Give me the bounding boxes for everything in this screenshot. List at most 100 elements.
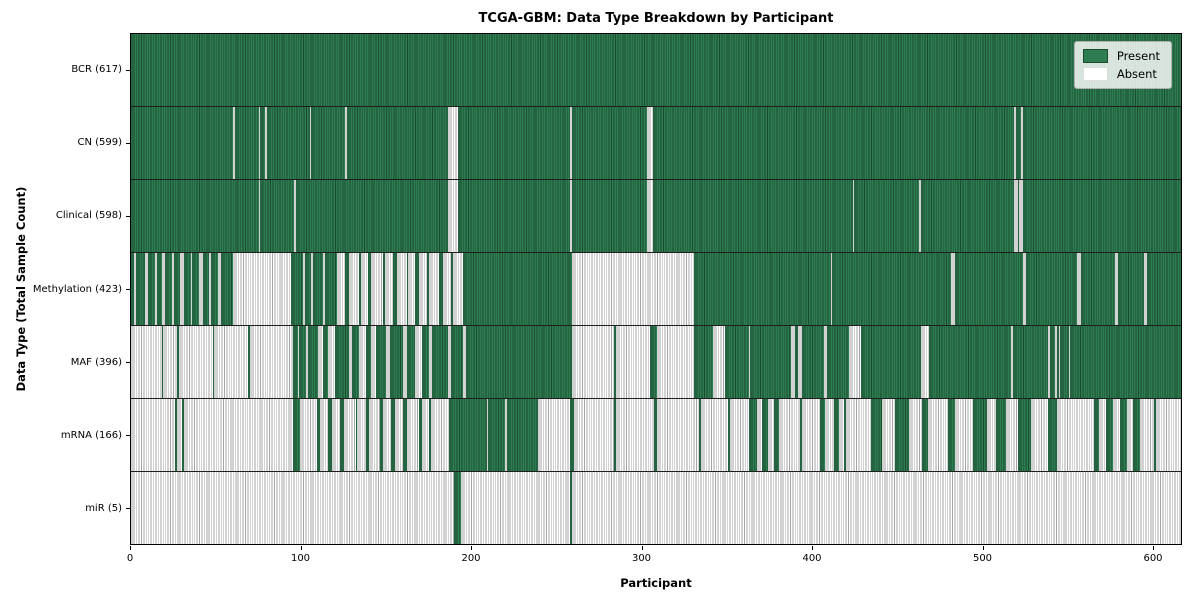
run-present	[1133, 399, 1141, 471]
run-absent	[701, 399, 729, 471]
run-absent	[299, 399, 317, 471]
run-present	[359, 253, 361, 325]
chart-title: TCGA-GBM: Data Type Breakdown by Partici…	[478, 11, 834, 26]
run-absent	[767, 399, 775, 471]
run-absent	[357, 399, 366, 471]
run-absent	[447, 326, 451, 398]
run-absent	[849, 326, 862, 398]
x-tick-label: 100	[290, 553, 311, 564]
run-present	[462, 253, 572, 325]
x-tick-label: 300	[631, 553, 652, 564]
run-present	[1022, 180, 1181, 252]
run-present	[488, 399, 506, 471]
run-absent	[233, 107, 235, 179]
legend-swatch-absent-icon	[1082, 67, 1108, 81]
run-present	[1056, 326, 1059, 398]
run-present	[335, 326, 349, 398]
run-present	[728, 399, 731, 471]
run-absent	[881, 399, 896, 471]
run-present	[136, 253, 145, 325]
run-absent	[428, 326, 433, 398]
run-present	[367, 253, 372, 325]
run-present	[406, 326, 416, 398]
run-absent	[294, 180, 297, 252]
heatmap-rows	[131, 34, 1182, 544]
run-present	[571, 107, 647, 179]
run-absent	[214, 326, 249, 398]
run-absent	[1005, 399, 1018, 471]
run-absent	[571, 253, 695, 325]
run-absent	[646, 107, 654, 179]
legend-label-present: Present	[1116, 49, 1160, 63]
run-absent	[331, 399, 341, 471]
run-absent	[1140, 399, 1154, 471]
run-present	[131, 34, 1181, 106]
run-present	[1015, 107, 1022, 179]
run-present	[653, 180, 853, 252]
run-absent	[359, 326, 366, 398]
run-absent	[713, 326, 725, 398]
run-absent	[131, 326, 162, 398]
run-absent	[415, 326, 423, 398]
run-present	[211, 253, 218, 325]
run-absent	[537, 399, 571, 471]
run-absent	[386, 326, 390, 398]
run-absent	[134, 253, 137, 325]
run-absent	[306, 326, 308, 398]
run-absent	[161, 253, 166, 325]
run-absent	[309, 107, 312, 179]
run-present	[427, 253, 429, 325]
run-present	[653, 399, 657, 471]
run-present	[311, 107, 346, 179]
run-present	[1022, 107, 1182, 179]
run-present	[1080, 253, 1115, 325]
run-present	[451, 253, 453, 325]
run-present	[260, 107, 266, 179]
run-absent	[1048, 326, 1051, 398]
run-absent	[1143, 253, 1148, 325]
run-absent	[1056, 399, 1095, 471]
run-present	[861, 326, 921, 398]
run-present	[428, 399, 431, 471]
run-absent	[422, 399, 429, 471]
run-present	[801, 326, 824, 398]
run-present	[954, 253, 1023, 325]
y-tick-label: MAF (396)	[70, 356, 122, 368]
run-present	[313, 253, 324, 325]
run-present	[827, 326, 850, 398]
heatmap-row-miR	[131, 471, 1182, 544]
run-absent	[154, 253, 157, 325]
run-present	[403, 399, 407, 471]
run-present	[794, 326, 799, 398]
x-tick-mark	[983, 546, 984, 550]
heatmap-row-mRNA	[131, 398, 1182, 471]
run-present	[724, 326, 749, 398]
run-absent	[418, 253, 428, 325]
run-present	[221, 253, 234, 325]
run-absent	[403, 326, 407, 398]
run-absent	[394, 399, 404, 471]
x-tick-label: 0	[126, 553, 134, 564]
run-present	[694, 326, 714, 398]
run-absent	[171, 253, 174, 325]
run-absent	[180, 253, 184, 325]
run-present	[393, 253, 397, 325]
run-present	[614, 399, 617, 471]
x-tick-mark	[642, 546, 643, 550]
run-present	[382, 253, 385, 325]
run-present	[1060, 326, 1069, 398]
run-absent	[183, 399, 293, 471]
run-absent	[798, 326, 802, 398]
run-absent	[163, 326, 177, 398]
run-absent	[406, 399, 419, 471]
run-present	[1147, 253, 1182, 325]
run-absent	[430, 399, 450, 471]
run-absent	[486, 399, 489, 471]
run-absent	[918, 180, 921, 252]
run-absent	[616, 326, 651, 398]
run-present	[820, 399, 826, 471]
run-present	[296, 180, 448, 252]
y-tick-mark	[126, 435, 130, 436]
run-present	[415, 253, 419, 325]
run-present	[922, 399, 928, 471]
